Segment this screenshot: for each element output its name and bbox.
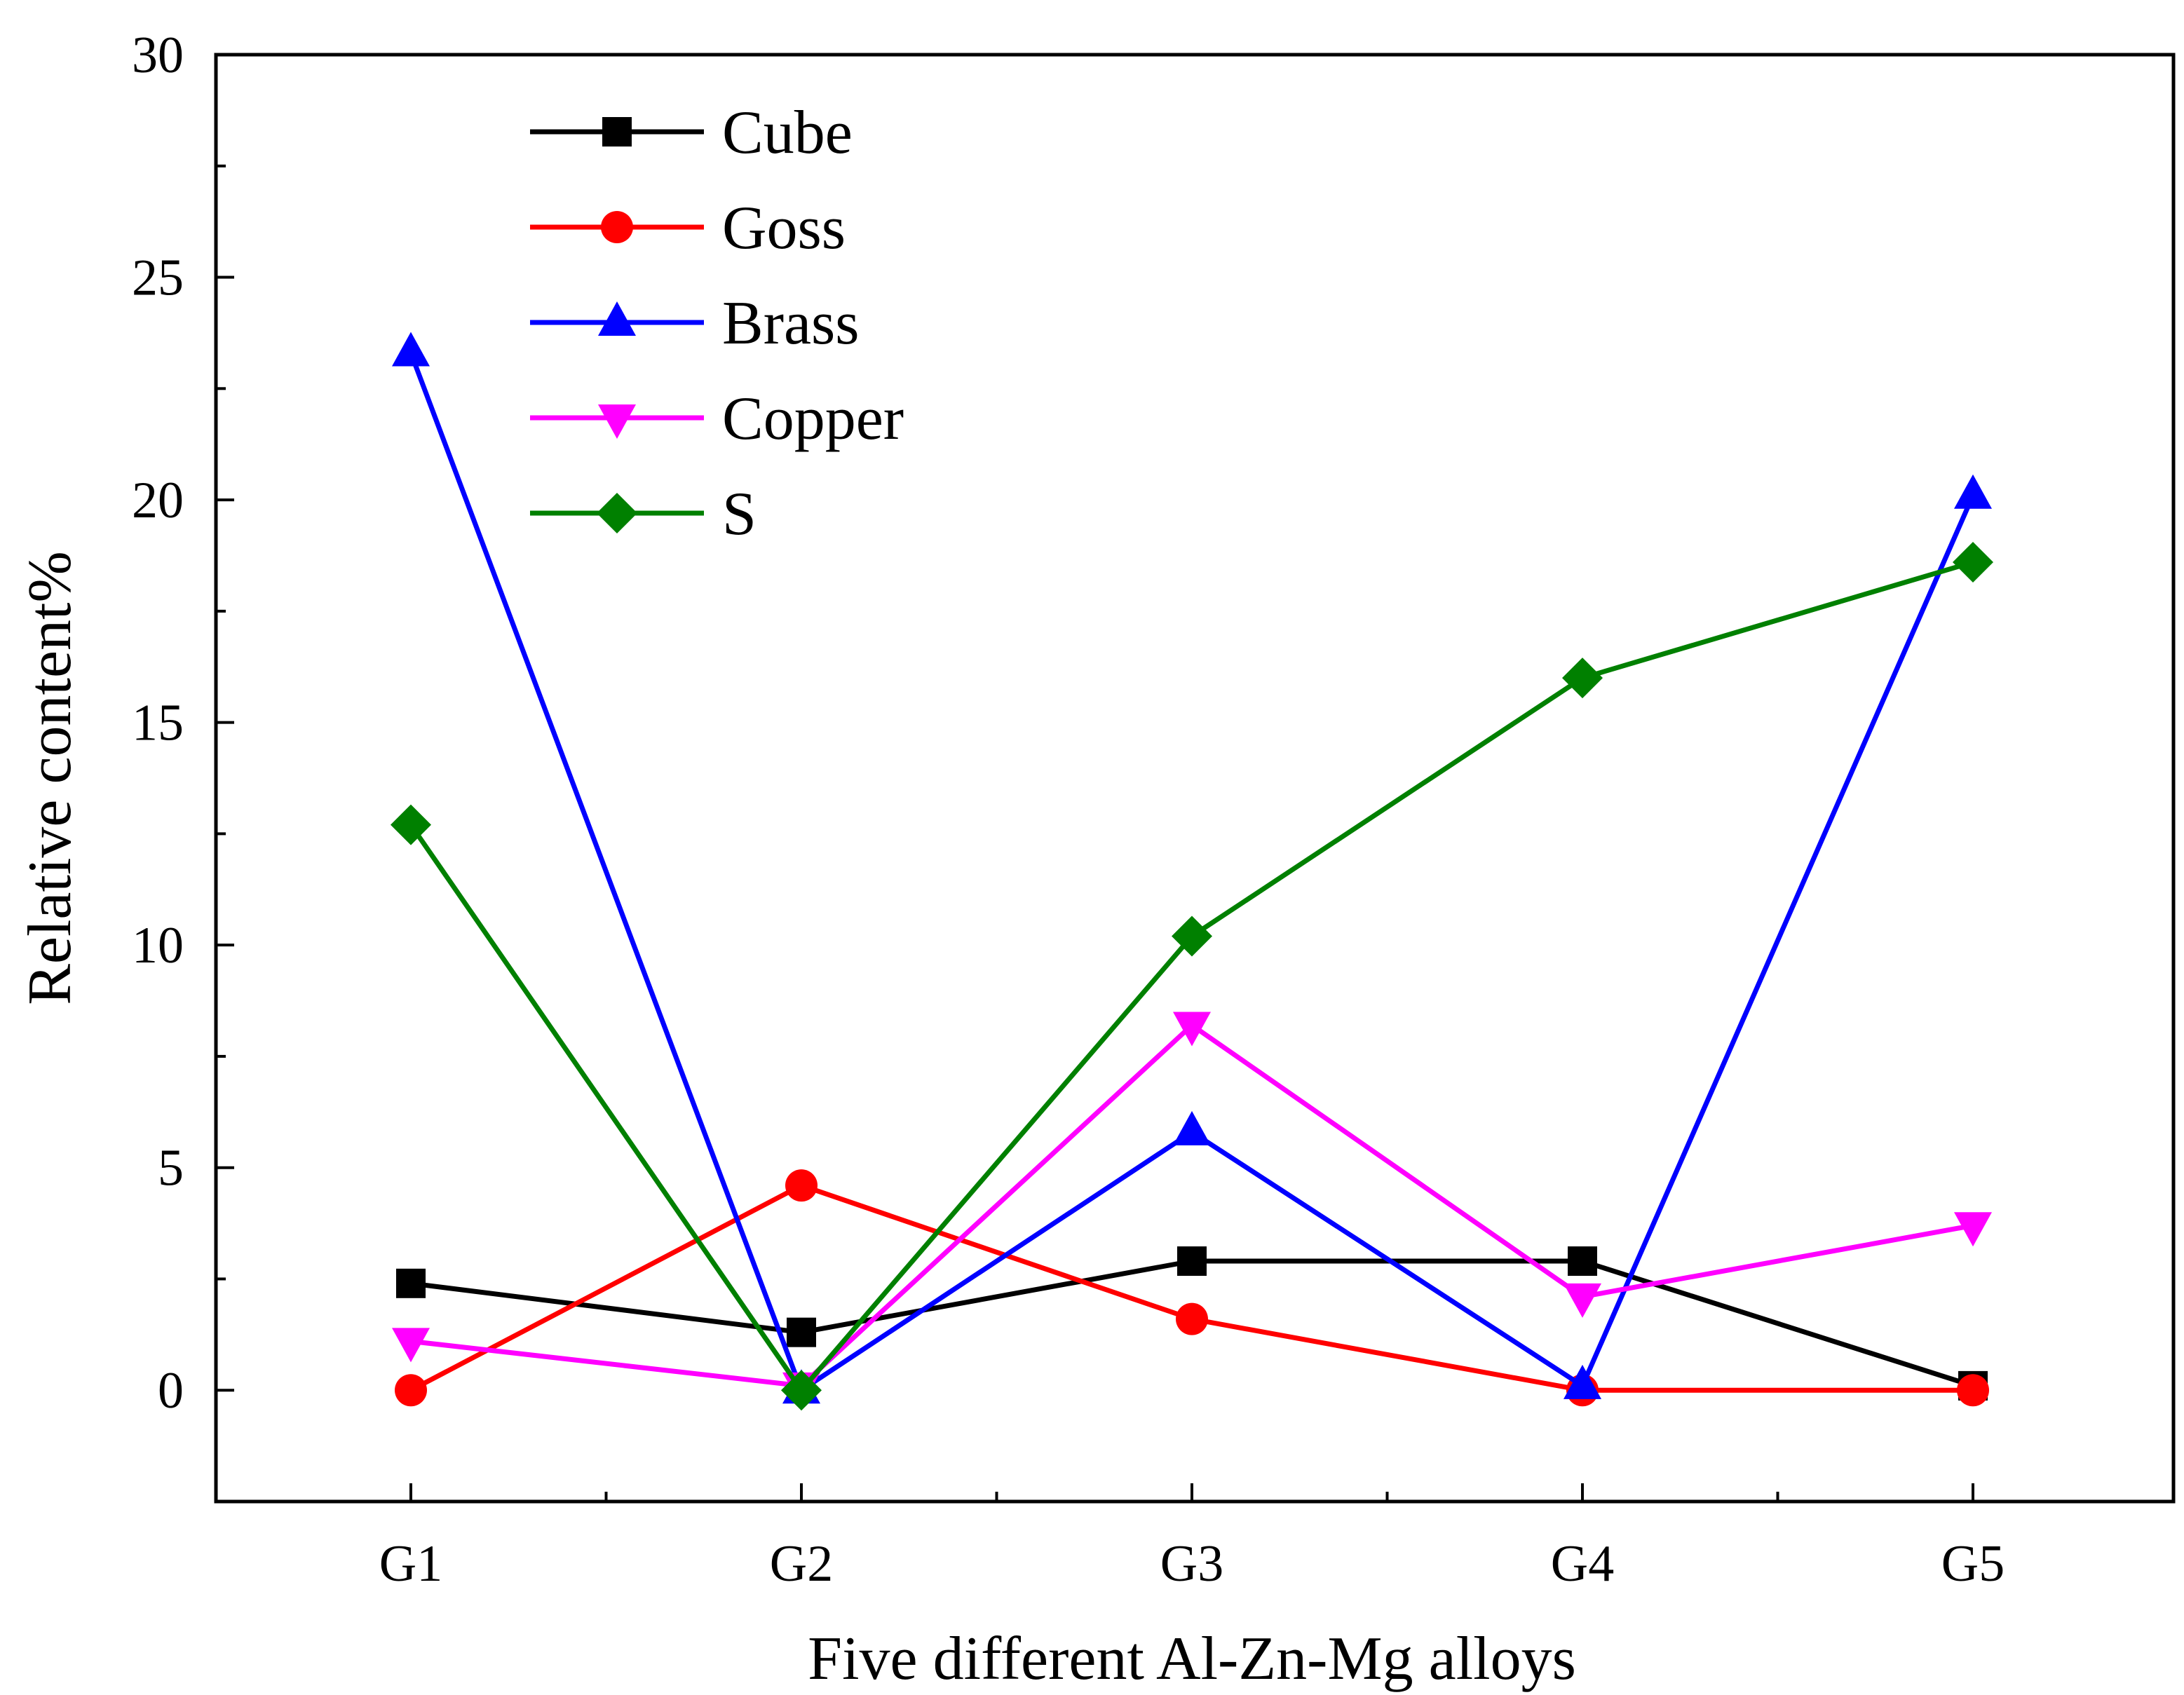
- series-copper: [392, 1012, 1992, 1407]
- series-brass: [392, 332, 1992, 1404]
- data-point: [781, 1370, 822, 1411]
- legend-item-s: S: [530, 480, 757, 548]
- data-point: [1564, 1283, 1601, 1318]
- x-axis-title: Five different Al-Zn-Mg alloys: [808, 1625, 1576, 1693]
- data-point: [785, 1169, 818, 1202]
- y-tick-label: 10: [132, 917, 184, 974]
- data-point: [1176, 1302, 1208, 1335]
- y-axis-title: Relative content%: [16, 551, 84, 1005]
- y-tick-label: 25: [132, 250, 184, 307]
- legend-label: Cube: [722, 99, 853, 167]
- data-point: [1568, 1246, 1597, 1277]
- series-goss: [395, 1169, 1989, 1407]
- data-point: [1173, 1012, 1211, 1047]
- series-line: [409, 1183, 1973, 1393]
- legend-label: Goss: [722, 194, 846, 262]
- x-tick-label: G3: [1160, 1535, 1223, 1593]
- data-point: [1173, 1110, 1211, 1145]
- data-point: [1562, 658, 1603, 699]
- x-tick-label: G2: [770, 1535, 833, 1593]
- data-point: [391, 804, 431, 845]
- legend-marker: [601, 211, 633, 243]
- data-point: [395, 1374, 427, 1407]
- legend: Cube Goss Brass Copper S: [530, 99, 904, 548]
- y-tick-label: 15: [132, 695, 184, 752]
- legend-label: S: [722, 480, 757, 548]
- x-tick-label: G1: [379, 1535, 442, 1593]
- legend-item-brass: Brass: [530, 290, 860, 358]
- x-tick-label: G4: [1551, 1535, 1614, 1593]
- y-tick-label: 5: [158, 1140, 184, 1197]
- legend-item-goss: Goss: [530, 194, 846, 262]
- legend-label: Copper: [722, 385, 904, 453]
- data-point: [1957, 1374, 1989, 1407]
- legend-marker: [598, 404, 636, 439]
- data-point: [392, 1328, 430, 1363]
- data-point: [787, 1317, 816, 1347]
- data-point: [1172, 915, 1212, 957]
- data-point: [1954, 474, 1992, 509]
- legend-marker: [597, 493, 637, 533]
- series-s: [391, 541, 1993, 1411]
- data-point: [1954, 1212, 1992, 1247]
- ticks-layer: 0 5 10 15 20 25 30 G1 G2 G3 G4 G5: [132, 27, 2005, 1593]
- plot-frame: [214, 53, 2176, 1504]
- legend-marker: [602, 117, 632, 147]
- data-point: [392, 332, 430, 367]
- data-point: [1177, 1246, 1207, 1277]
- data-point: [1953, 541, 1993, 583]
- legend-label: Brass: [722, 290, 860, 358]
- series-layer: [391, 332, 1993, 1411]
- x-tick-label: G5: [1941, 1535, 2005, 1593]
- data-point: [396, 1268, 426, 1298]
- y-tick-label: 0: [158, 1362, 184, 1420]
- data-point: [1564, 1364, 1601, 1399]
- legend-item-cube: Cube: [530, 99, 853, 167]
- series-line: [408, 352, 1976, 1393]
- y-tick-label: 30: [132, 27, 184, 84]
- y-tick-label: 20: [132, 472, 184, 529]
- legend-item-copper: Copper: [530, 385, 904, 453]
- legend-marker: [598, 301, 636, 336]
